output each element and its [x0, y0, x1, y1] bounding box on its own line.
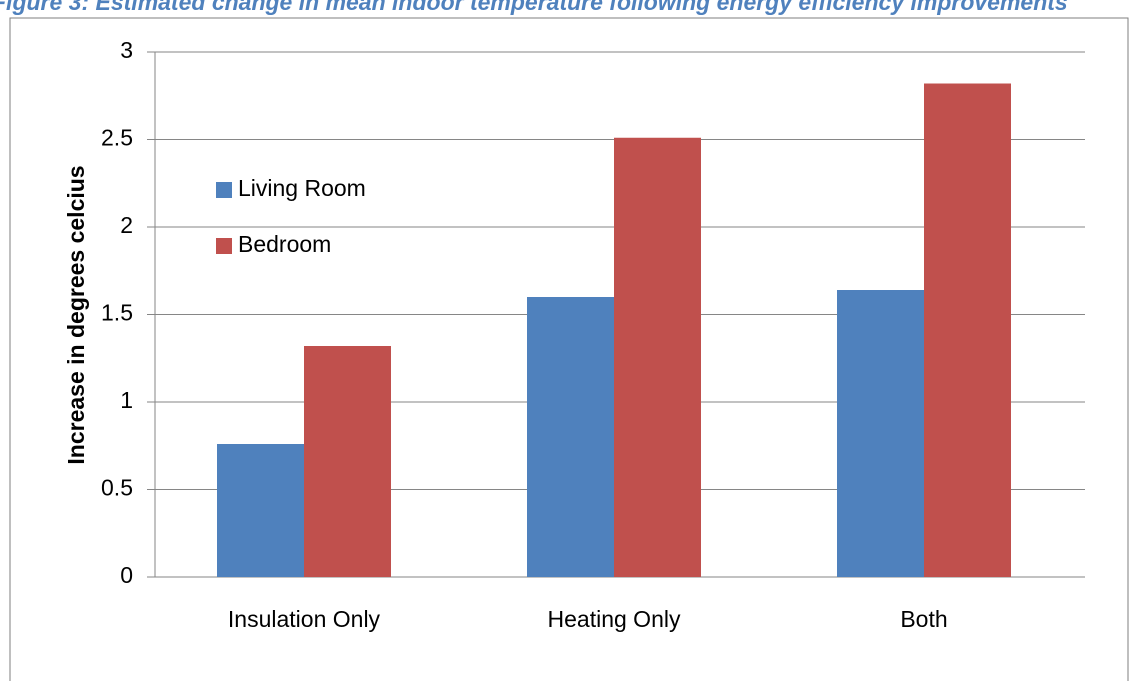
y-tick-label: 2 [120, 212, 133, 238]
y-tick-label: 0.5 [101, 475, 133, 501]
bar [527, 297, 614, 577]
legend-swatch [216, 182, 232, 198]
x-tick-label: Both [900, 606, 947, 632]
bar [614, 137, 701, 577]
x-tick-label: Insulation Only [228, 606, 381, 632]
bar [837, 290, 924, 577]
y-tick-label: 3 [120, 37, 133, 63]
legend-label: Living Room [238, 175, 366, 201]
bar [304, 346, 391, 577]
x-tick-label: Heating Only [548, 606, 681, 632]
y-tick-label: 0 [120, 562, 133, 588]
y-tick-label: 1.5 [101, 300, 133, 326]
y-tick-label: 2.5 [101, 125, 133, 151]
y-axis-label: Increase in degrees celcius [63, 165, 89, 464]
legend-swatch [216, 238, 232, 254]
bar [924, 83, 1011, 577]
y-tick-label: 1 [120, 387, 133, 413]
legend-label: Bedroom [238, 231, 331, 257]
chart-title: Figure 3: Estimated change in mean indoo… [0, 0, 1068, 15]
bar [217, 444, 304, 577]
